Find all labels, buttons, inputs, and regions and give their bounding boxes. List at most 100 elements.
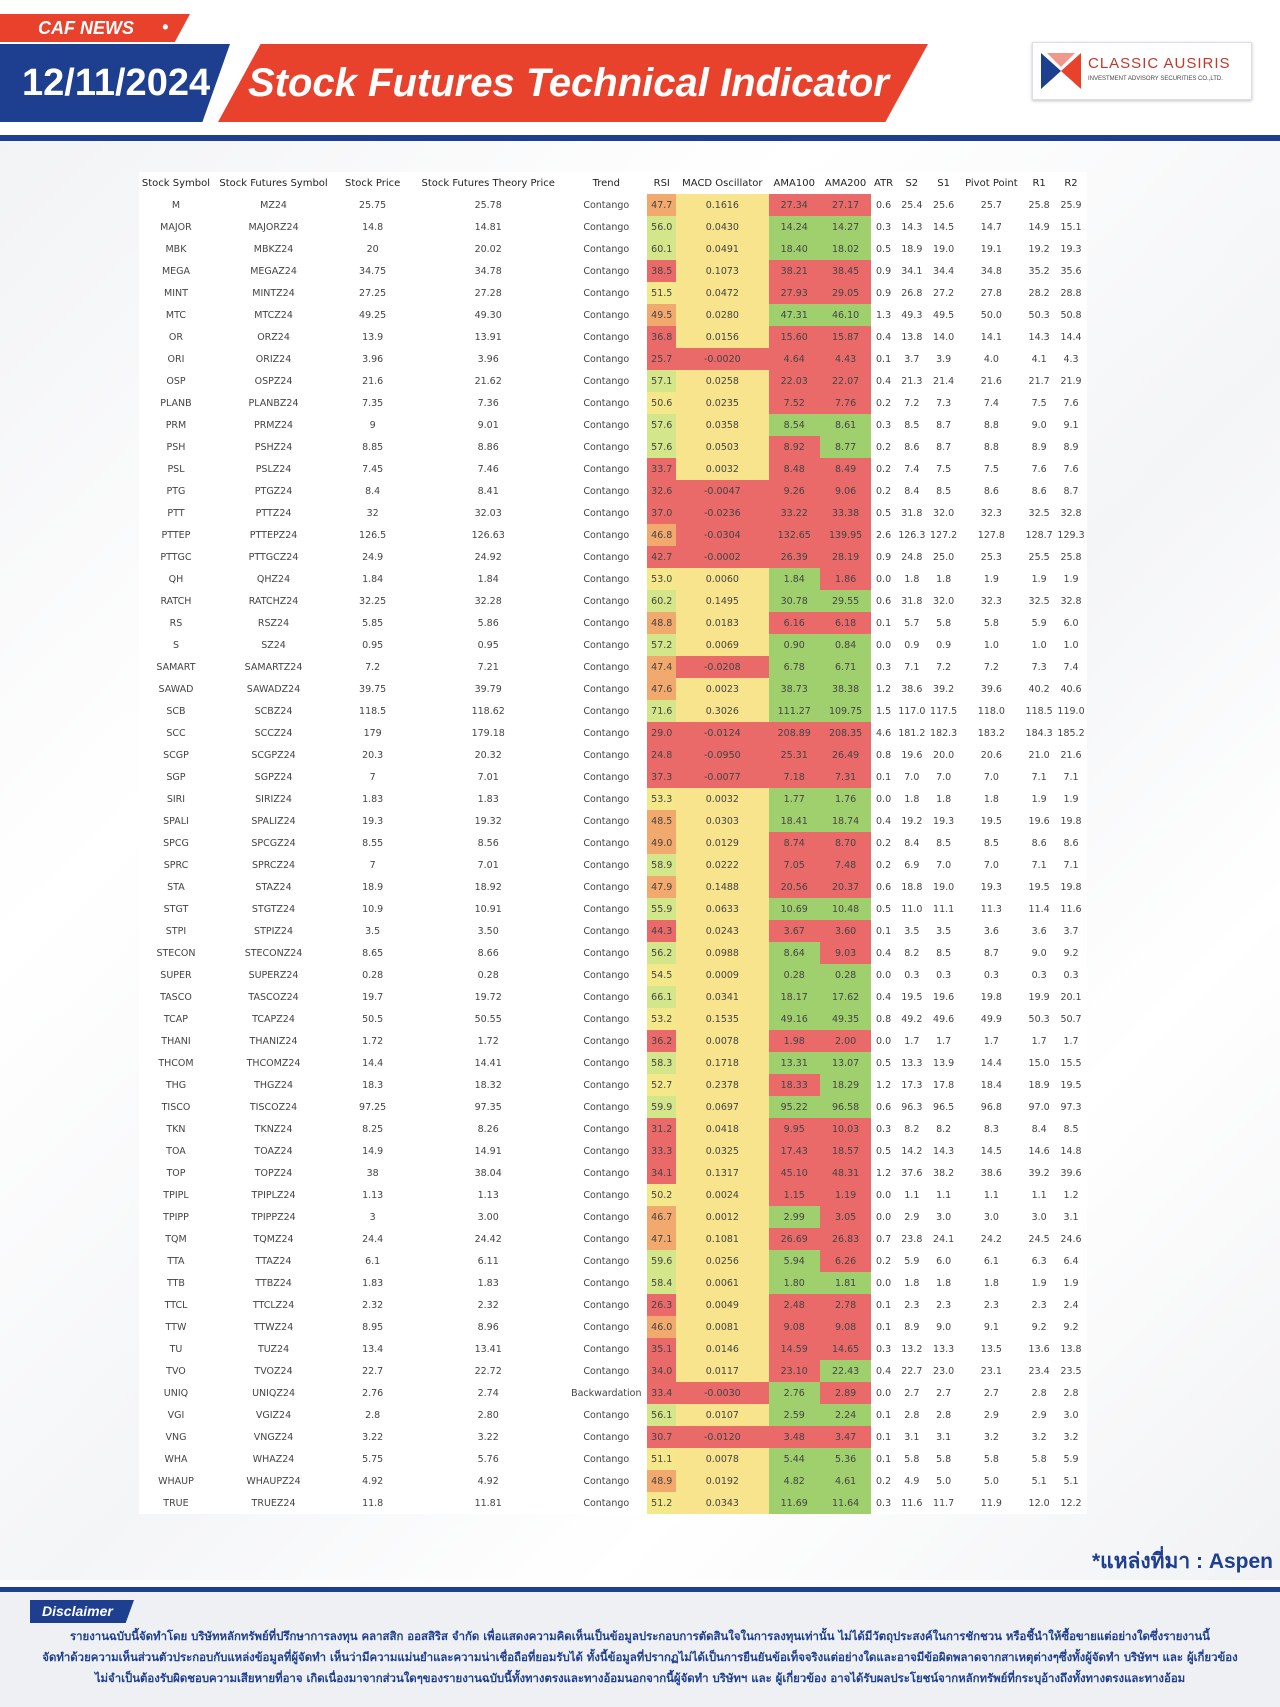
cell-s2: 5.7: [904, 617, 920, 629]
cell-r1: 19.5: [1028, 881, 1050, 893]
cell-trend: Contango: [583, 1079, 630, 1091]
cell-stock-symbol: STPI: [165, 925, 187, 937]
cell-atr: 2.6: [876, 529, 892, 541]
cell-theory-price: 1.72: [477, 1035, 499, 1047]
cell-theory-price: 32.28: [474, 595, 502, 607]
cell-stock-symbol: VNG: [165, 1431, 187, 1443]
cell-theory-price: 4.92: [477, 1475, 499, 1487]
cell-stock-price: 3.22: [362, 1431, 384, 1443]
cell-r2: 19.3: [1060, 243, 1082, 255]
cell-s2: 23.8: [901, 1233, 923, 1245]
cell-ama100: 11.69: [768, 1492, 820, 1514]
cell-r2: 5.9: [1063, 1453, 1079, 1465]
cell-futures-symbol: VGIZ24: [255, 1409, 292, 1421]
cell-pivot: 96.8: [980, 1101, 1002, 1113]
table-row: STECON STECONZ24 8.65 8.66 Contango 56.2 0.098…: [139, 942, 1087, 964]
cell-s1: 49.5: [933, 309, 955, 321]
cell-macd: 0.0060: [676, 568, 769, 590]
tag-dot: •: [162, 17, 169, 37]
cell-trend: Contango: [583, 1299, 630, 1311]
cell-trend: Contango: [583, 309, 630, 321]
cell-s2: 7.0: [904, 771, 920, 783]
cell-s2: 1.8: [904, 573, 920, 585]
cell-theory-price: 13.41: [474, 1343, 502, 1355]
cell-trend: Contango: [583, 749, 630, 761]
cell-rsi: 47.1: [647, 1228, 677, 1250]
table-row: MAJOR MAJORZ24 14.8 14.81 Contango 56.0 0.0430…: [139, 216, 1087, 238]
table-row: TOP TOPZ24 38 38.04 Contango 34.1 0.1317 45.10 4…: [139, 1162, 1087, 1184]
cell-ama200: 10.48: [819, 898, 872, 920]
cell-stock-symbol: THG: [165, 1079, 187, 1091]
cell-ama200: 8.70: [819, 832, 872, 854]
cell-s2: 11.0: [901, 903, 923, 915]
cell-macd: 0.0032: [676, 788, 769, 810]
cell-s2: 22.7: [901, 1365, 923, 1377]
cell-stock-price: 179: [363, 727, 382, 739]
cell-s2: 19.2: [901, 815, 923, 827]
cell-trend: Contango: [583, 1409, 630, 1421]
cell-theory-price: 3.00: [477, 1211, 499, 1223]
cell-atr: 0.3: [876, 1343, 892, 1355]
cell-pivot: 19.5: [980, 815, 1002, 827]
disclaimer-line: รายงานฉบับนี้จัดทำโดย บริษัทหลักทรัพย์ที…: [70, 1629, 1210, 1643]
cell-ama100: 9.95: [768, 1118, 820, 1140]
cell-theory-price: 18.32: [474, 1079, 502, 1091]
cell-r1: 8.9: [1031, 441, 1047, 453]
cell-r2: 5.1: [1063, 1475, 1079, 1487]
cell-trend: Contango: [583, 859, 630, 871]
table-row: TQM TQMZ24 24.4 24.42 Contango 47.1 0.1081 26.6…: [139, 1228, 1087, 1250]
cell-macd: 0.0061: [676, 1272, 769, 1294]
cell-ama100: 8.74: [768, 832, 820, 854]
cell-atr: 0.6: [876, 595, 892, 607]
cell-s1: 21.4: [933, 375, 955, 387]
cell-pivot: 13.5: [980, 1343, 1002, 1355]
cell-ama200: 8.49: [819, 458, 872, 480]
cell-theory-price: 14.91: [474, 1145, 502, 1157]
cell-s1: 38.2: [933, 1167, 955, 1179]
cell-pivot: 18.4: [980, 1079, 1002, 1091]
cell-stock-price: 20.3: [362, 749, 384, 761]
cell-pivot: 2.3: [983, 1299, 999, 1311]
table-row: TTB TTBZ24 1.83 1.83 Contango 58.4 0.0061 1.80 1…: [139, 1272, 1087, 1294]
cell-atr: 0.1: [876, 1321, 892, 1333]
cell-ama200: 208.35: [819, 722, 872, 744]
cell-s2: 8.5: [904, 419, 920, 431]
cell-pivot: 23.1: [980, 1365, 1002, 1377]
cell-r1: 28.2: [1028, 287, 1050, 299]
cell-futures-symbol: PSHZ24: [254, 441, 293, 453]
table-row: SCB SCBZ24 118.5 118.62 Contango 71.6 0.3026 11…: [139, 700, 1087, 722]
cell-stock-symbol: ORI: [167, 353, 185, 365]
cell-macd: 0.0156: [676, 326, 769, 348]
cell-pivot: 8.3: [983, 1123, 999, 1135]
cell-macd: -0.0950: [676, 744, 769, 766]
cell-r2: 19.5: [1060, 1079, 1082, 1091]
cell-r2: 50.7: [1060, 1013, 1082, 1025]
cell-ama100: 1.80: [768, 1272, 820, 1294]
cell-ama200: 48.31: [819, 1162, 872, 1184]
cell-r1: 1.9: [1031, 573, 1047, 585]
cell-trend: Backwardation: [571, 1387, 642, 1399]
cell-stock-symbol: THANI: [161, 1035, 191, 1047]
cell-futures-symbol: PTTZ24: [255, 507, 292, 519]
cell-theory-price: 0.28: [477, 969, 499, 981]
cell-futures-symbol: STAZ24: [255, 881, 292, 893]
cell-macd: 0.0491: [676, 238, 769, 260]
cell-trend: Contango: [583, 881, 630, 893]
cell-stock-symbol: WHA: [164, 1453, 188, 1465]
table-row: TVO TVOZ24 22.7 22.72 Contango 34.0 0.0117 23.1…: [139, 1360, 1087, 1382]
cell-pivot: 3.6: [983, 925, 999, 937]
cell-futures-symbol: SAWADZ24: [246, 683, 301, 695]
cell-stock-symbol: PTTEP: [161, 529, 191, 541]
cell-rsi: 57.2: [647, 634, 677, 656]
cell-atr: 0.5: [876, 243, 892, 255]
table-row: SAMART SAMARTZ24 7.2 7.21 Contango 47.4 -0.020…: [139, 656, 1087, 678]
cell-s2: 49.3: [901, 309, 923, 321]
cell-ama200: 22.43: [819, 1360, 872, 1382]
table-row: PTTGC PTTGCZ24 24.9 24.92 Contango 42.7 -0.000…: [139, 546, 1087, 568]
cell-stock-symbol: MBK: [165, 243, 187, 255]
cell-s1: 32.0: [933, 595, 955, 607]
cell-rsi: 46.8: [647, 524, 677, 546]
cell-s2: 31.8: [901, 507, 923, 519]
cell-theory-price: 7.01: [477, 771, 499, 783]
cell-ama100: 3.67: [768, 920, 820, 942]
